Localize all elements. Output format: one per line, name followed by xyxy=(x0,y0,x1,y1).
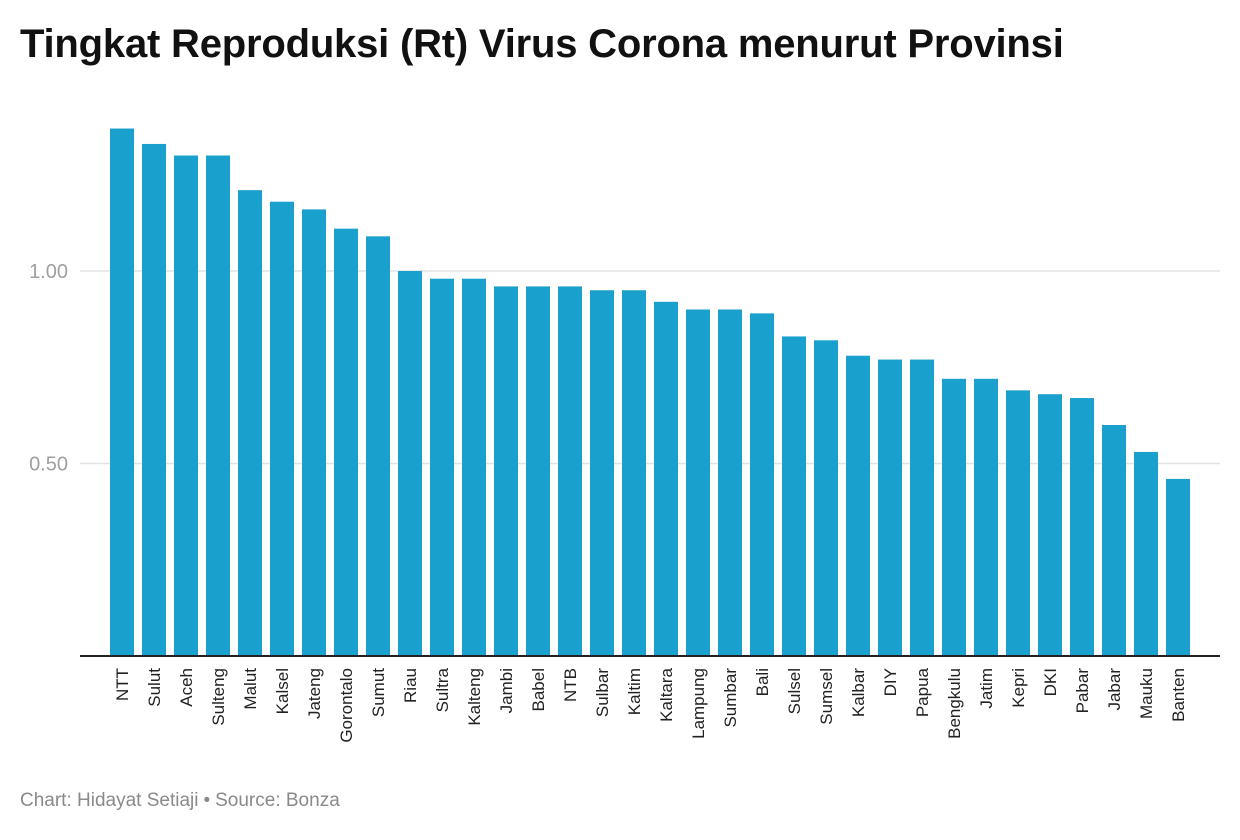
footer-separator: • xyxy=(203,790,211,811)
x-tick-label: Aceh xyxy=(177,668,196,707)
x-tick-label: Bengkulu xyxy=(945,668,964,739)
bar-bali xyxy=(750,313,774,656)
x-tick-label: Pabar xyxy=(1073,668,1092,714)
source-credit: Source: Bonza xyxy=(215,790,340,811)
y-tick-label: 1.00 xyxy=(29,261,68,283)
bar-kalsel xyxy=(270,201,294,656)
bar-kalteng xyxy=(462,278,486,656)
bar-diy xyxy=(878,359,902,656)
x-tick-label: Malut xyxy=(241,668,260,710)
x-tick-label: Sumbar xyxy=(721,668,740,728)
bar-pabar xyxy=(1070,398,1094,656)
bar-sumbar xyxy=(718,309,742,656)
bar-jambi xyxy=(494,286,518,656)
bar-kalbar xyxy=(846,355,870,656)
bar-sulbar xyxy=(590,290,614,656)
x-tick-label: Jateng xyxy=(305,668,324,719)
x-tick-label: Lampung xyxy=(689,668,708,739)
bar-papua xyxy=(910,359,934,656)
x-tick-label: Kalbar xyxy=(849,668,868,717)
bar-dki xyxy=(1038,394,1062,656)
x-tick-label: Banten xyxy=(1169,668,1188,722)
bar-banten xyxy=(1166,478,1190,656)
x-tick-label: Babel xyxy=(529,668,548,711)
x-tick-label: Bali xyxy=(753,668,772,696)
bar-sulteng xyxy=(206,155,230,656)
x-tick-label: Sulsel xyxy=(785,668,804,714)
bar-jateng xyxy=(302,209,326,656)
bar-mauku xyxy=(1134,451,1158,656)
chart-title: Tingkat Reproduksi (Rt) Virus Corona men… xyxy=(20,22,1064,66)
bar-ntb xyxy=(558,286,582,656)
bar-malut xyxy=(238,190,262,656)
x-tick-label: Sulteng xyxy=(209,668,228,726)
x-tick-label: Sultra xyxy=(433,667,452,712)
x-tick-label: Sumut xyxy=(369,668,388,717)
bar-ntt xyxy=(110,128,134,657)
y-tick-label: 0.50 xyxy=(29,454,68,476)
x-tick-label: Kaltara xyxy=(657,667,676,721)
x-tick-label: Sulbar xyxy=(593,668,612,717)
y-axis-ticks: 0.50 1.00 xyxy=(29,261,68,476)
x-tick-label: Jambi xyxy=(497,668,516,713)
x-tick-label: Papua xyxy=(913,667,932,717)
x-tick-label: NTB xyxy=(561,668,580,702)
x-tick-label: NTT xyxy=(113,668,132,701)
x-tick-label: DIY xyxy=(881,668,900,696)
bar-kepri xyxy=(1006,390,1030,656)
bar-sulsel xyxy=(782,336,806,656)
x-tick-label: Kaltim xyxy=(625,668,644,715)
x-tick-label: Jatim xyxy=(977,668,996,709)
chart-credit: Chart: Hidayat Setiaji xyxy=(20,790,199,811)
x-tick-label: Mauku xyxy=(1137,668,1156,719)
x-tick-label: DKI xyxy=(1041,668,1060,696)
bar-gorontalo xyxy=(334,228,358,656)
bar-jabar xyxy=(1102,425,1126,656)
x-tick-label: Sulut xyxy=(145,668,164,707)
bar-sumut xyxy=(366,236,390,656)
bar-sultra xyxy=(430,278,454,656)
bars xyxy=(110,128,1190,657)
bar-kaltim xyxy=(622,290,646,656)
bar-kaltara xyxy=(654,301,678,656)
bar-sumsel xyxy=(814,340,838,656)
x-tick-label: Gorontalo xyxy=(337,668,356,743)
bar-bengkulu xyxy=(942,378,966,656)
bar-lampung xyxy=(686,309,710,656)
x-axis-labels: NTT Sulut Aceh Sulteng Malut Kalsel Jateng Goro… xyxy=(113,667,1188,742)
x-tick-label: Kalteng xyxy=(465,668,484,726)
x-tick-label: Kepri xyxy=(1009,668,1028,708)
bar-riau xyxy=(398,271,422,656)
x-tick-label: Jabar xyxy=(1105,668,1124,711)
bar-aceh xyxy=(174,155,198,656)
chart-footer: Chart: Hidayat Setiaji • Source: Bonza xyxy=(20,790,340,812)
x-tick-label: Sumsel xyxy=(817,668,836,725)
x-tick-label: Kalsel xyxy=(273,668,292,714)
x-tick-label: Riau xyxy=(401,668,420,703)
bar-jatim xyxy=(974,378,998,656)
bar-sulut xyxy=(142,143,166,656)
bar-babel xyxy=(526,286,550,656)
